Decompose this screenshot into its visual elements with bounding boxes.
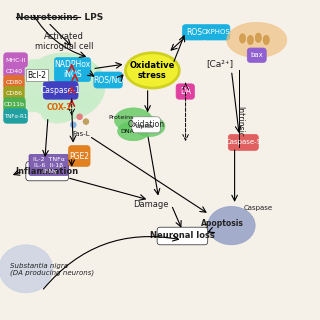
Ellipse shape [42,107,73,123]
FancyBboxPatch shape [4,53,28,67]
Text: ROS: ROS [186,28,202,37]
Ellipse shape [133,116,165,137]
Ellipse shape [263,35,269,45]
Text: Apoptosis: Apoptosis [201,220,244,228]
Ellipse shape [21,96,43,112]
Circle shape [77,114,82,119]
Text: Activated
microglial cell: Activated microglial cell [35,32,93,51]
FancyBboxPatch shape [4,64,24,78]
Text: bax: bax [250,52,263,58]
Text: Caspase-1: Caspase-1 [41,86,81,95]
FancyBboxPatch shape [29,155,68,175]
Ellipse shape [239,34,246,43]
Text: Proteins: Proteins [108,115,133,120]
Ellipse shape [208,206,255,245]
Text: Intrinsic: Intrinsic [235,106,244,137]
FancyBboxPatch shape [94,72,122,88]
Text: CD11b: CD11b [4,102,25,107]
Text: Caspase: Caspase [244,205,273,211]
Ellipse shape [117,122,149,141]
FancyBboxPatch shape [4,109,28,123]
Ellipse shape [115,108,152,132]
FancyBboxPatch shape [182,25,206,40]
Text: OXPHOS: OXPHOS [202,29,231,35]
Text: DA: DA [180,87,191,96]
Text: Oxidation: Oxidation [127,120,164,129]
Text: MHC-II: MHC-II [5,58,26,62]
Ellipse shape [0,245,53,293]
Text: Inflammation: Inflammation [16,167,79,176]
Text: [Ca²⁺]: [Ca²⁺] [206,60,233,68]
Circle shape [84,119,89,124]
FancyBboxPatch shape [26,162,68,181]
Ellipse shape [247,35,253,45]
Ellipse shape [255,33,261,43]
Text: Fas-L: Fas-L [72,131,90,137]
FancyBboxPatch shape [68,146,90,166]
Text: Bcl-2: Bcl-2 [28,71,46,80]
FancyBboxPatch shape [4,75,24,90]
Ellipse shape [125,53,179,88]
FancyBboxPatch shape [132,117,160,133]
Text: Oxidative
stress: Oxidative stress [130,61,175,80]
FancyBboxPatch shape [54,58,91,82]
Text: Substantia nigra
(DA producing neurons): Substantia nigra (DA producing neurons) [10,262,94,276]
Text: TNFα-R1: TNFα-R1 [4,114,27,118]
Text: COX-2: COX-2 [46,103,72,112]
FancyBboxPatch shape [228,134,258,150]
Text: Damage: Damage [133,200,169,209]
Ellipse shape [23,59,48,78]
FancyBboxPatch shape [203,25,230,40]
Text: Lipids: Lipids [135,124,154,129]
Ellipse shape [23,53,105,120]
FancyBboxPatch shape [176,84,195,99]
Ellipse shape [227,22,287,58]
Text: DNA: DNA [120,129,134,134]
Text: CD80: CD80 [5,80,22,85]
Circle shape [71,122,76,127]
FancyBboxPatch shape [43,82,78,99]
Text: NADPHox
iNOS: NADPHox iNOS [54,60,91,79]
Text: CD40: CD40 [5,69,23,74]
Text: Caspase-9: Caspase-9 [225,140,261,145]
Ellipse shape [72,93,97,109]
Ellipse shape [76,64,102,80]
FancyBboxPatch shape [247,48,266,62]
FancyBboxPatch shape [157,227,208,245]
Text: ROS/NO: ROS/NO [93,76,123,84]
FancyBboxPatch shape [4,86,24,101]
Text: Neurotoxins  LPS: Neurotoxins LPS [16,13,104,22]
FancyBboxPatch shape [4,98,25,112]
Text: Neuronal loss: Neuronal loss [150,231,215,241]
Text: PGE2: PGE2 [69,151,89,161]
Text: CD86: CD86 [5,91,22,96]
Text: IL-2  TNFα
IL-6  Il-1β
 IFNγ: IL-2 TNFα IL-6 Il-1β IFNγ [33,157,65,174]
